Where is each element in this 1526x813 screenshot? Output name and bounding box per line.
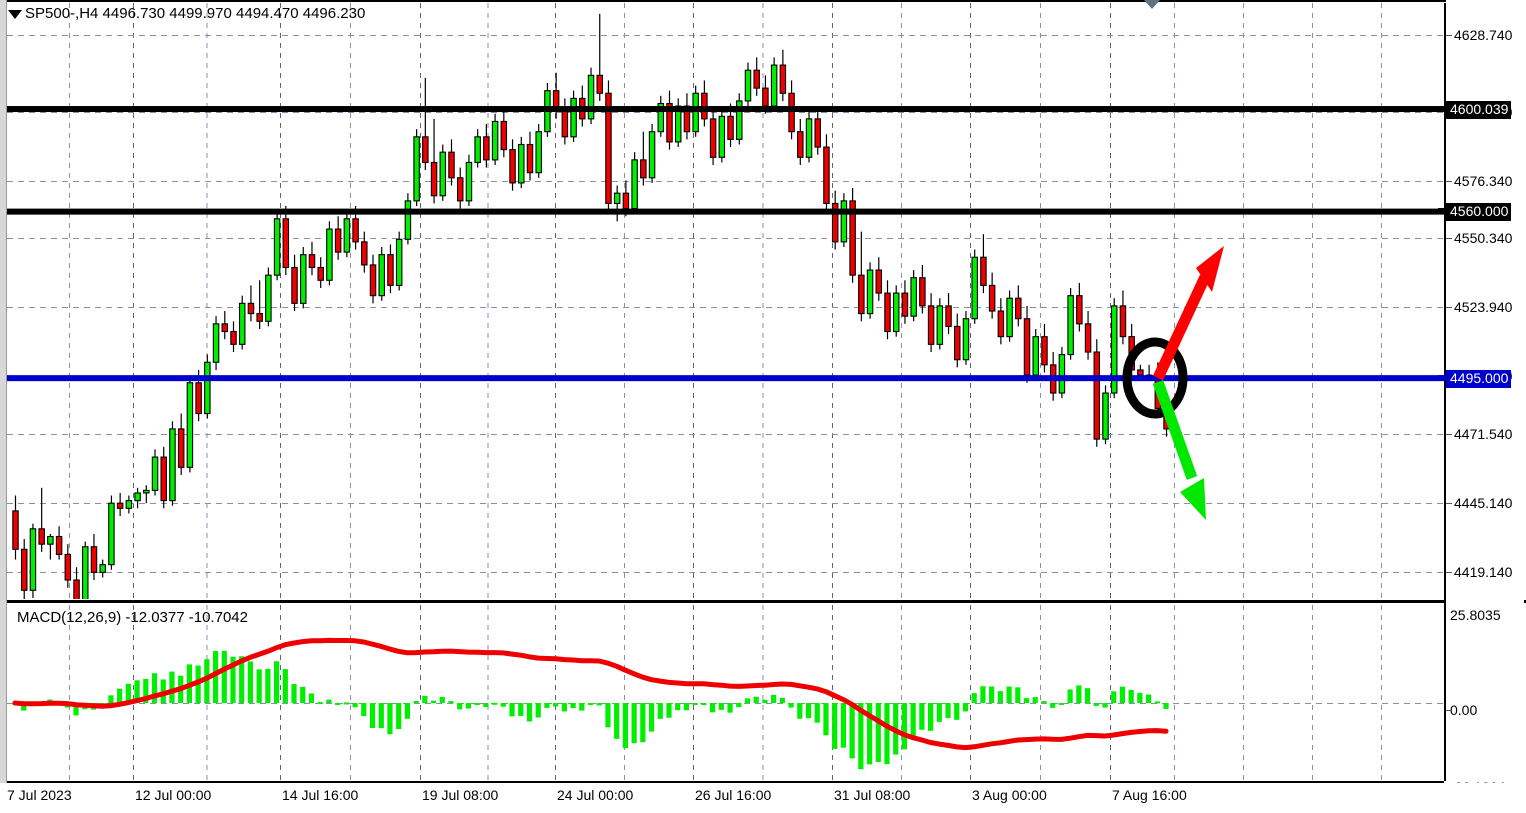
macd-axis-label: 25.8035 xyxy=(1450,607,1501,623)
price-level-badge[interactable]: 4495.000 xyxy=(1446,369,1512,388)
time-axis[interactable]: 7 Jul 2023 12 Jul 00:00 14 Jul 16:00 19 Jul… xyxy=(0,783,1526,813)
price-axis-tick xyxy=(1446,503,1452,504)
price-axis-tick xyxy=(1446,35,1452,36)
macd-panel[interactable]: MACD(12,26,9) -12.0377 -10.7042 xyxy=(7,605,1444,781)
macd-axis-label: 0.00 xyxy=(1450,702,1478,718)
price-axis-tick xyxy=(1446,238,1452,239)
axis-divider xyxy=(1444,3,1446,781)
price-level-badge[interactable]: 4600.039 xyxy=(1446,100,1512,119)
price-level-badge[interactable]: 4560.000 xyxy=(1446,203,1512,222)
time-axis-label: 24 Jul 00:00 xyxy=(557,787,634,803)
symbol-ohlc-label: SP500-,H4 4496.730 4499.970 4494.470 449… xyxy=(25,5,366,22)
price-chart-canvas[interactable] xyxy=(7,3,1444,599)
panel-divider-bottom xyxy=(7,781,1444,783)
price-axis-label: 4471.540 xyxy=(1454,426,1513,442)
time-axis-label: 3 Aug 00:00 xyxy=(972,787,1047,803)
price-level-stub xyxy=(1438,374,1448,380)
price-axis[interactable]: 4628.7404602.7404576.3404550.3404523.940… xyxy=(1438,0,1526,600)
time-axis-label: 7 Jul 2023 xyxy=(7,787,72,803)
panel-divider xyxy=(7,600,1444,603)
price-axis-label: 4445.140 xyxy=(1454,495,1513,511)
price-axis-tick xyxy=(1446,181,1452,182)
price-axis-label: 4628.740 xyxy=(1454,27,1513,43)
macd-axis-tick xyxy=(1446,710,1452,711)
price-axis-label: 4550.340 xyxy=(1454,230,1513,246)
time-axis-label: 7 Aug 16:00 xyxy=(1112,787,1187,803)
price-axis-tick xyxy=(1446,434,1452,435)
price-axis-tick xyxy=(1446,572,1452,573)
time-axis-label: 31 Jul 08:00 xyxy=(834,787,911,803)
price-axis-label: 4419.140 xyxy=(1454,564,1513,580)
period-separator-marker-icon xyxy=(1144,0,1160,9)
price-level-stub xyxy=(1438,105,1448,111)
time-axis-label: 19 Jul 08:00 xyxy=(422,787,499,803)
time-axis-label: 12 Jul 00:00 xyxy=(135,787,212,803)
price-axis-label: 4523.940 xyxy=(1454,299,1513,315)
macd-chart-canvas[interactable] xyxy=(7,605,1444,781)
collapse-triangle-icon[interactable] xyxy=(8,10,22,19)
time-axis-label: 26 Jul 16:00 xyxy=(695,787,772,803)
price-axis-label: 4576.340 xyxy=(1454,173,1513,189)
left-scroll-rail[interactable] xyxy=(0,0,7,813)
price-axis-tick xyxy=(1446,307,1452,308)
price-panel[interactable] xyxy=(7,3,1444,599)
price-level-stub xyxy=(1438,208,1448,214)
macd-label: MACD(12,26,9) -12.0377 -10.7042 xyxy=(17,609,248,626)
time-axis-label: 14 Jul 16:00 xyxy=(282,787,359,803)
